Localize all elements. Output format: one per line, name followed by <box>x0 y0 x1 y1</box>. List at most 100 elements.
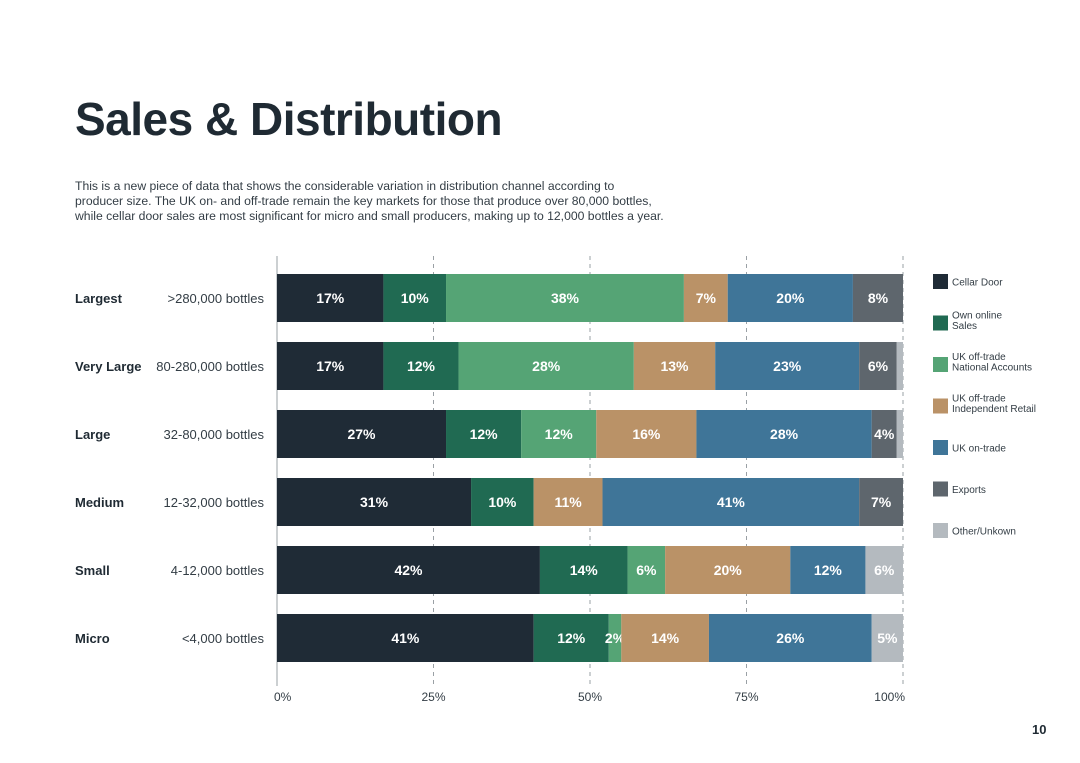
category-label: Small <box>75 563 110 578</box>
category-range: <4,000 bottles <box>182 631 265 646</box>
data-label: 27% <box>347 426 376 442</box>
bar-segment <box>277 478 472 526</box>
data-label: 4% <box>874 426 895 442</box>
x-tick-label: 0% <box>274 690 292 704</box>
legend-label: Other/Unkown <box>952 527 1016 538</box>
data-label: 16% <box>632 426 661 442</box>
data-label: 7% <box>871 494 892 510</box>
data-label: 6% <box>868 358 889 374</box>
bar-segment <box>602 478 860 526</box>
bar-segment <box>533 478 603 526</box>
bar-segment <box>708 614 872 662</box>
legend-label: UK on-trade <box>952 444 1006 455</box>
legend-swatch <box>933 274 948 289</box>
data-label: 38% <box>551 290 580 306</box>
legend-label: National Accounts <box>952 363 1032 374</box>
data-label: 41% <box>717 494 746 510</box>
legend-label: Own online <box>952 311 1002 322</box>
bar-segment <box>865 546 903 594</box>
x-tick-label: 25% <box>421 690 445 704</box>
bar-segment <box>896 410 903 458</box>
data-label: 12% <box>557 630 586 646</box>
legend-label: Cellar Door <box>952 278 1003 289</box>
data-label: 12% <box>814 562 843 578</box>
bar-segment <box>539 546 628 594</box>
data-label: 41% <box>391 630 420 646</box>
intro-line: producer size. The UK on- and off-trade … <box>75 194 652 208</box>
data-label: 31% <box>360 494 389 510</box>
data-label: 23% <box>773 358 802 374</box>
category-range: 12-32,000 bottles <box>164 495 265 510</box>
bar-segment <box>596 410 697 458</box>
legend-label: Independent Retail <box>952 404 1036 415</box>
bar-segment <box>521 410 597 458</box>
legend-swatch <box>933 440 948 455</box>
x-tick-label: 50% <box>578 690 602 704</box>
legend-swatch <box>933 398 948 414</box>
data-label: 26% <box>776 630 805 646</box>
data-label: 20% <box>714 562 743 578</box>
category-range: >280,000 bottles <box>168 291 265 306</box>
data-label: 28% <box>532 358 561 374</box>
bar-segment <box>277 614 534 662</box>
data-label: 12% <box>470 426 499 442</box>
bar-segment <box>790 546 866 594</box>
data-label: 5% <box>877 630 898 646</box>
bar-segment <box>383 274 447 322</box>
data-label: 17% <box>316 358 345 374</box>
bar-segment <box>383 342 459 390</box>
data-label: 10% <box>488 494 517 510</box>
bar-segment <box>627 546 666 594</box>
x-tick-label: 100% <box>874 690 905 704</box>
bar-segment <box>871 614 903 662</box>
bar-segment <box>277 410 447 458</box>
legend-label: UK off-trade <box>952 394 1006 405</box>
bar-segment <box>665 546 791 594</box>
bar-segment <box>852 274 903 322</box>
bar-segment <box>859 342 897 390</box>
data-label: 20% <box>776 290 805 306</box>
category-range: 4-12,000 bottles <box>171 563 265 578</box>
bar-segment <box>715 342 860 390</box>
data-label: 7% <box>696 290 717 306</box>
data-label: 6% <box>874 562 895 578</box>
data-label: 28% <box>770 426 799 442</box>
bar-segment <box>683 274 728 322</box>
intro-line: This is a new piece of data that shows t… <box>75 179 615 193</box>
data-label: 10% <box>401 290 430 306</box>
legend-swatch <box>933 523 948 538</box>
data-label: 8% <box>868 290 889 306</box>
data-label: 2% <box>605 630 626 646</box>
legend-swatch <box>933 481 948 497</box>
bar-segment <box>277 546 540 594</box>
category-range: 80-280,000 bottles <box>156 359 264 374</box>
data-label: 17% <box>316 290 345 306</box>
bar-segment <box>446 274 684 322</box>
data-label: 13% <box>660 358 689 374</box>
data-label: 14% <box>651 630 680 646</box>
category-label: Micro <box>75 631 110 646</box>
x-tick-label: 75% <box>734 690 758 704</box>
intro-paragraph: This is a new piece of data that shows t… <box>75 179 735 224</box>
bar-segment <box>471 478 534 526</box>
category-label: Very Large <box>75 359 142 374</box>
legend-label: Sales <box>952 321 977 332</box>
category-label: Medium <box>75 495 124 510</box>
bar-segment <box>896 342 903 390</box>
legend-swatch <box>933 315 948 331</box>
bar-segment <box>277 342 384 390</box>
data-label: 12% <box>545 426 574 442</box>
legend-label: UK off-trade <box>952 352 1006 363</box>
intro-line: while cellar door sales are most signifi… <box>75 209 664 223</box>
category-range: 32-80,000 bottles <box>164 427 265 442</box>
data-label: 11% <box>554 494 582 510</box>
bar-segment <box>533 614 609 662</box>
page-number: 10 <box>1032 722 1047 737</box>
bar-segment <box>621 614 709 662</box>
bar-segment <box>859 478 903 526</box>
category-label: Large <box>75 427 110 442</box>
page-title: Sales & Distribution <box>75 93 503 145</box>
legend-swatch <box>933 357 948 372</box>
bar-segment <box>277 274 384 322</box>
